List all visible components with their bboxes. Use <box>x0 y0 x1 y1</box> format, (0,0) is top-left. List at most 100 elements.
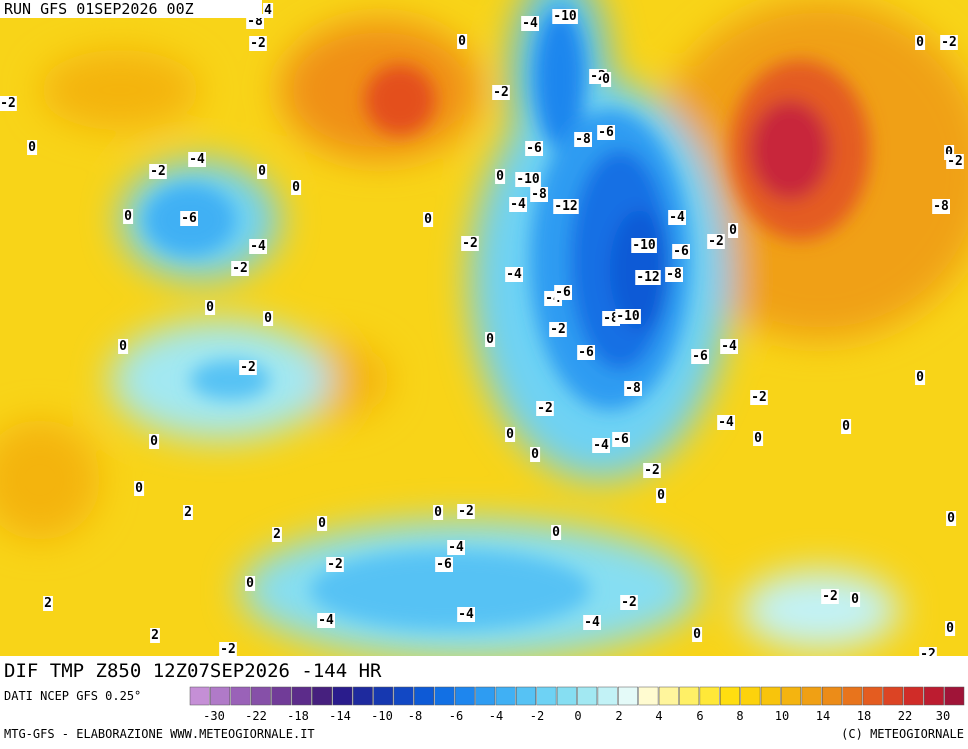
contour-label: -10 <box>632 238 656 253</box>
label-bg <box>821 589 839 604</box>
contour-label: -6 <box>673 244 689 259</box>
contour-label: -2 <box>947 154 963 169</box>
colorbar-label: 30 <box>936 709 950 723</box>
colorbar-swatch <box>516 686 536 706</box>
colorbar-swatch <box>862 686 883 706</box>
label-bg <box>643 463 661 478</box>
contour-label: 0 <box>754 431 762 446</box>
label-bg <box>205 300 216 315</box>
contour-label: -4 <box>584 615 600 630</box>
label-bg <box>231 261 249 276</box>
label-bg <box>592 438 610 453</box>
contour-label: 0 <box>318 516 326 531</box>
contour-label: -2 <box>458 504 474 519</box>
label-bg <box>149 434 160 449</box>
contour-label: -2 <box>250 36 266 51</box>
colorbar-swatch <box>434 686 455 706</box>
colorbar-swatch <box>618 686 638 706</box>
contour-label: 0 <box>916 370 924 385</box>
colorbar-swatch <box>679 686 700 706</box>
source: DATI NCEP GFS 0.25° <box>4 689 141 703</box>
label-bg <box>423 212 434 227</box>
contour-label: -12 <box>554 199 577 214</box>
contour-label: -8 <box>625 381 641 396</box>
colorbar-label: -18 <box>287 709 309 723</box>
contour-label: -4 <box>522 16 538 31</box>
label-bg <box>134 481 145 496</box>
label-bg <box>597 125 615 140</box>
contour-label: -4 <box>669 210 685 225</box>
label-bg <box>515 172 541 187</box>
contour-label: 0 <box>947 511 955 526</box>
label-bg <box>583 615 601 630</box>
label-bg <box>620 595 638 610</box>
label-bg <box>944 145 955 160</box>
contour-label: -2 <box>462 236 478 251</box>
contour-label: -2 <box>232 261 248 276</box>
colorbar-label: -30 <box>203 709 225 723</box>
label-bg <box>615 309 641 324</box>
colorbar-label: -8 <box>408 709 422 723</box>
colorbar-label: -10 <box>371 709 393 723</box>
contour-label: 0 <box>946 621 954 636</box>
colorbar-swatch <box>597 686 618 706</box>
contour-label: -2 <box>493 85 509 100</box>
contour-label: -4 <box>721 339 737 354</box>
label-bg <box>183 505 193 520</box>
contour-label: -2 <box>644 463 660 478</box>
label-bg <box>530 447 541 462</box>
contour-label: 0 <box>506 427 514 442</box>
label-bg <box>485 332 496 347</box>
contour-label: -2 <box>0 96 16 111</box>
field <box>0 0 968 656</box>
contour-label: 0 <box>424 212 432 227</box>
contour-label: -6 <box>181 211 197 226</box>
contour-label: 2 <box>151 628 159 643</box>
label-bg <box>850 592 861 607</box>
label-bg <box>577 345 595 360</box>
label-bg <box>219 642 237 657</box>
run-label: RUN GFS 01SEP2026 00Z <box>4 0 194 18</box>
label-bg <box>536 401 554 416</box>
contour-label: 0 <box>135 481 143 496</box>
contour-label: -8 <box>603 311 619 326</box>
colorbar-label: 8 <box>736 709 743 723</box>
label-bg <box>717 415 735 430</box>
label-bg <box>291 180 302 195</box>
contour-label: -10 <box>616 309 640 324</box>
label-bg <box>180 211 198 226</box>
label-bg <box>841 419 852 434</box>
colorbar-swatch <box>699 686 720 706</box>
label-bg <box>656 488 667 503</box>
colorbar-label: -2 <box>530 709 544 723</box>
contour-label: -6 <box>555 285 571 300</box>
label-bg <box>915 35 926 50</box>
colorbar-label: -22 <box>245 709 267 723</box>
contour-label: 0 <box>28 140 36 155</box>
contour-label: 0 <box>945 145 953 160</box>
label-bg <box>317 613 335 628</box>
colorbar-swatch <box>250 686 271 706</box>
contour-label: -4 <box>593 438 609 453</box>
colorbar-swatch <box>536 686 557 706</box>
contour-label: -4 <box>189 152 205 167</box>
contour-label: 0 <box>434 505 442 520</box>
contour-label: 0 <box>531 447 539 462</box>
contour-label: 0 <box>657 488 665 503</box>
colorbar-swatch <box>189 686 210 706</box>
label-bg <box>461 236 479 251</box>
contour-label: -8 <box>531 187 547 202</box>
label-bg <box>150 628 160 643</box>
label-bg <box>707 234 725 249</box>
colorbar-swatch <box>821 686 842 706</box>
label-bg <box>149 164 167 179</box>
contour-label: 0 <box>119 339 127 354</box>
label-bg <box>525 141 543 156</box>
label-bg <box>433 505 444 520</box>
colorbar-swatch <box>332 686 353 706</box>
contour-label: 0 <box>851 592 859 607</box>
colorbar-swatch <box>230 686 251 706</box>
colorbar-swatch <box>923 686 944 706</box>
